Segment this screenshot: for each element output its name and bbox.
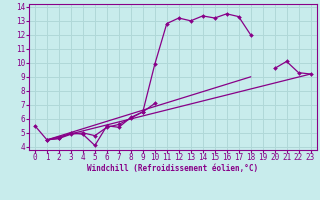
X-axis label: Windchill (Refroidissement éolien,°C): Windchill (Refroidissement éolien,°C) [87, 164, 258, 173]
